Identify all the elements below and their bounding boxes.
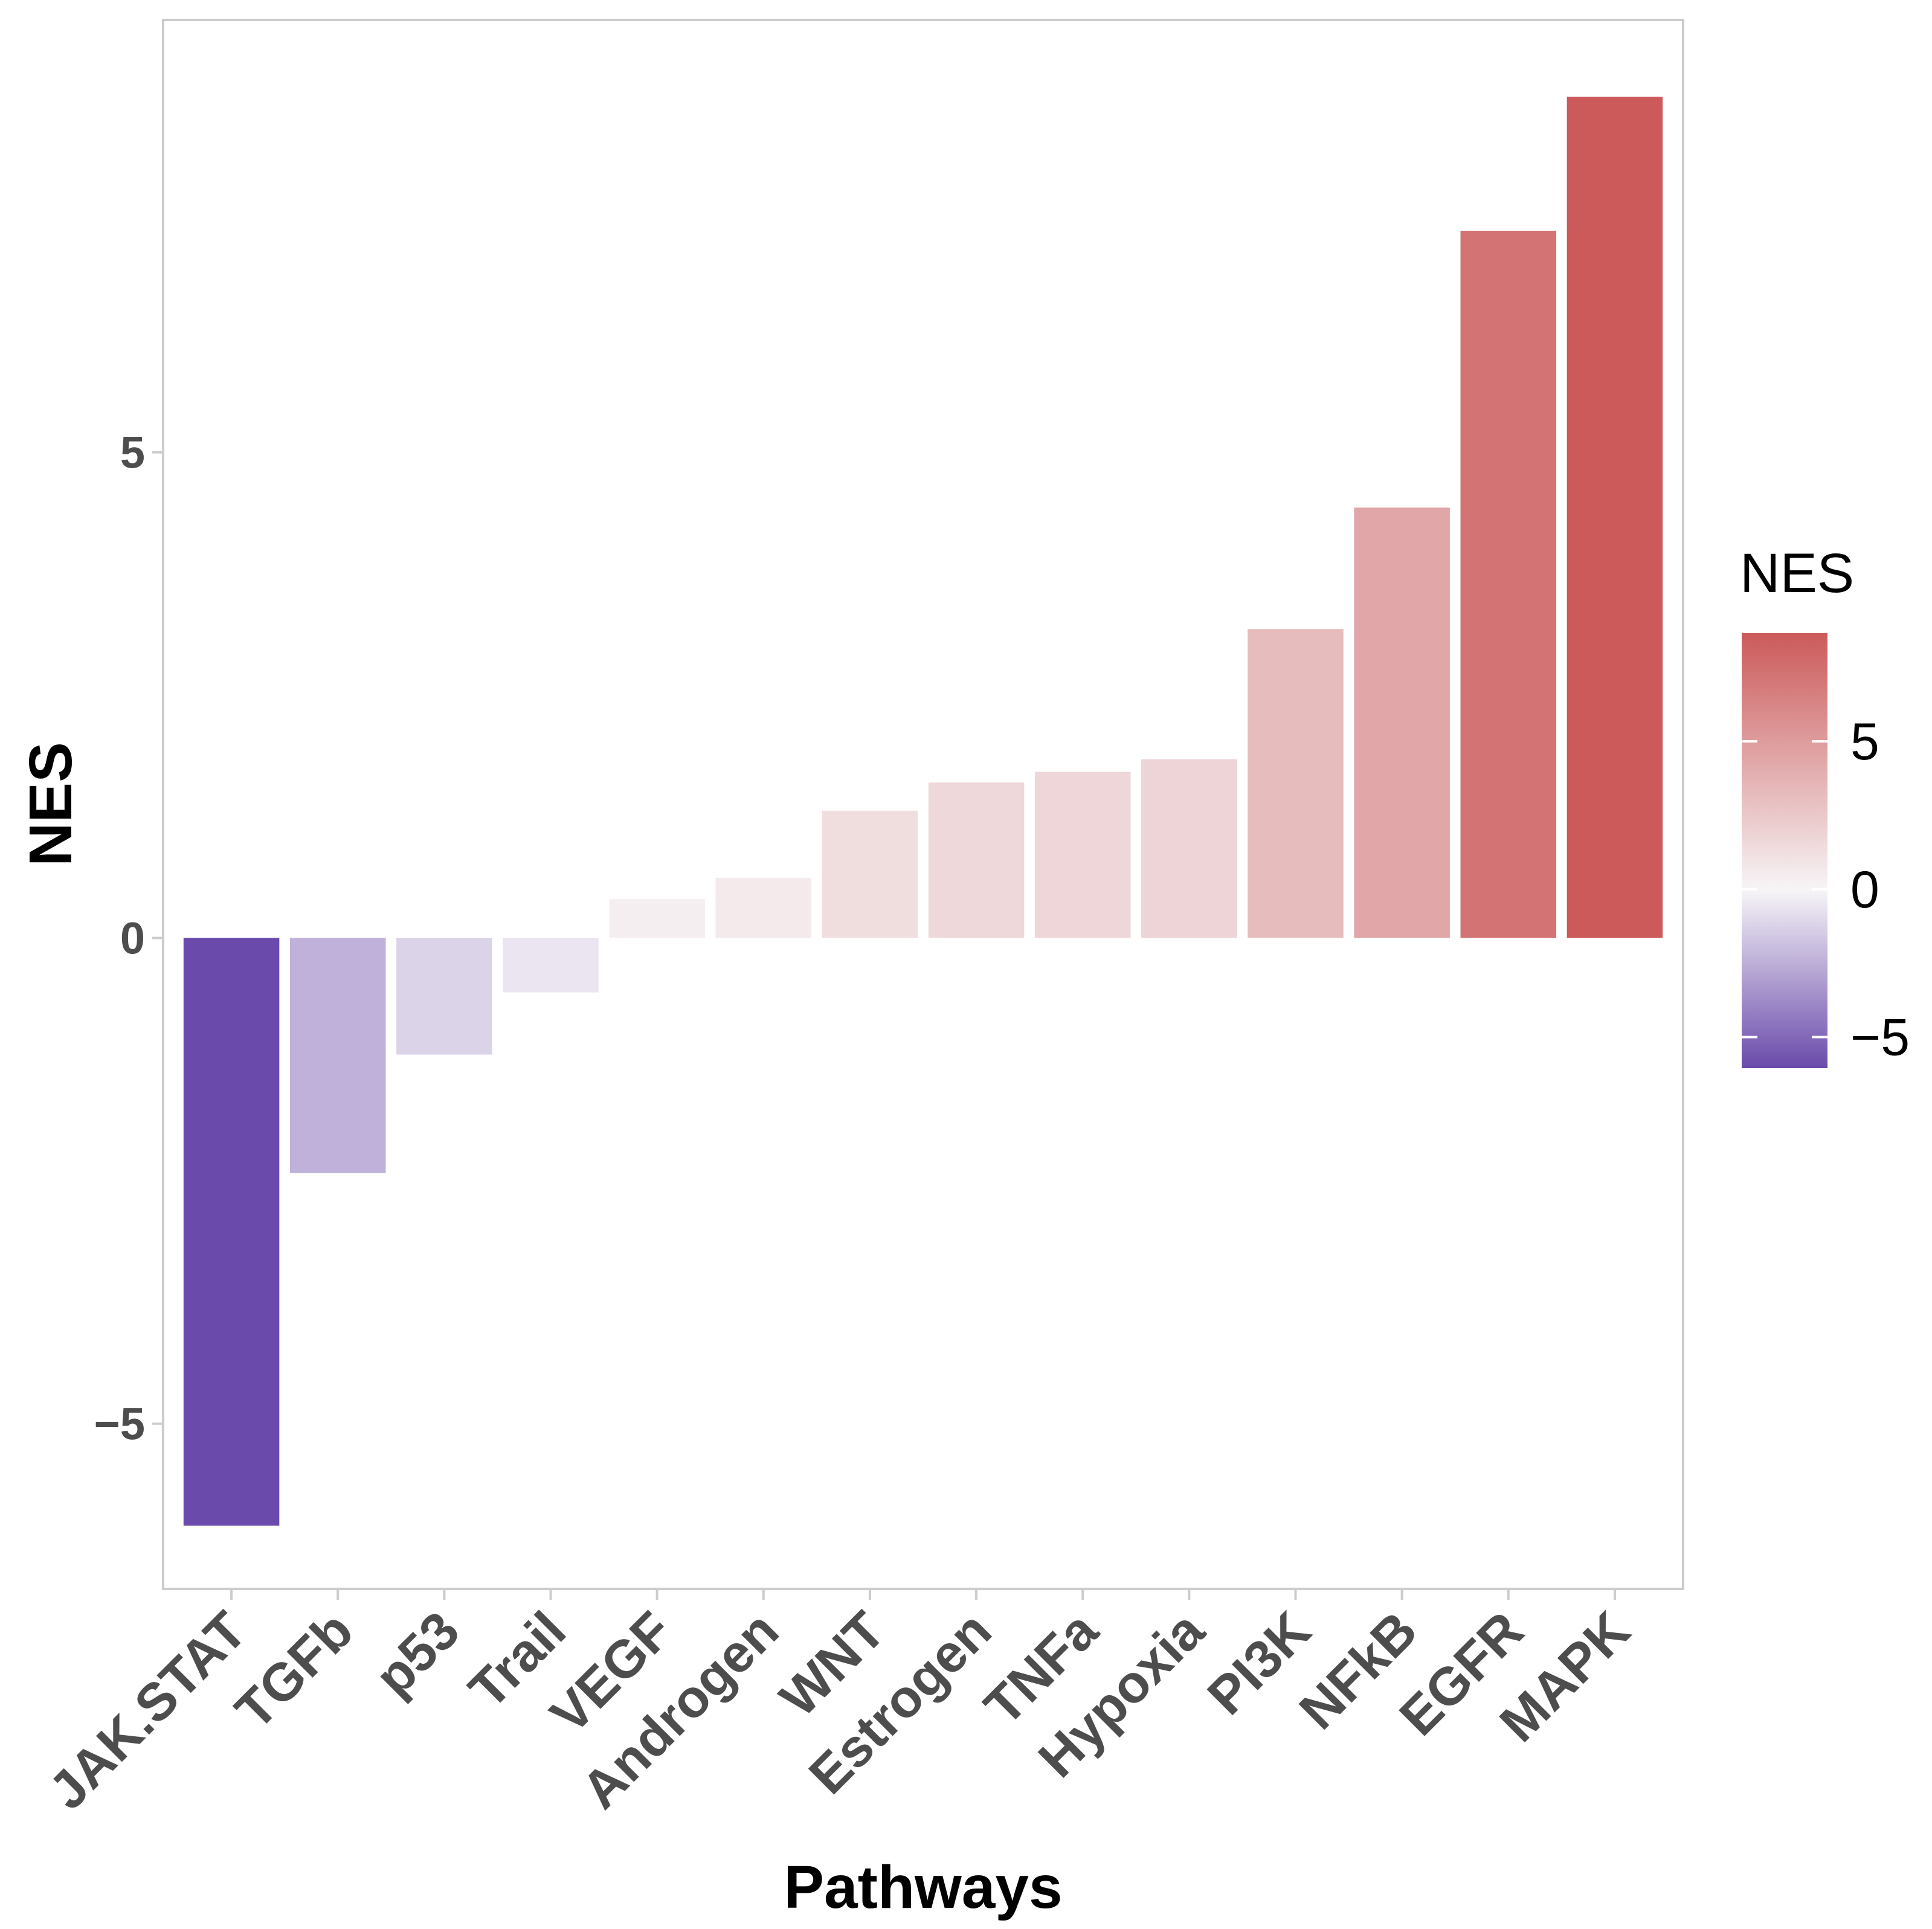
legend-colorbar — [1742, 633, 1827, 1068]
color-legend: NES −5 0 5 — [1740, 543, 1910, 1068]
x-tick-label: TGFb — [224, 1600, 364, 1740]
y-tick-label: −5 — [94, 1399, 145, 1449]
bar-tgfb — [289, 938, 386, 1173]
legend-title: NES — [1740, 543, 1854, 604]
x-tick-label: JAK.STAT — [37, 1600, 258, 1820]
bar-wnt — [822, 810, 918, 938]
bar-estrogen — [928, 782, 1025, 938]
x-tick-label: p53 — [364, 1600, 471, 1707]
bar-mapk — [1567, 97, 1663, 938]
bar-pi3k — [1248, 629, 1344, 938]
plot-panel-border — [162, 19, 1684, 1590]
x-axis-ticks: JAK.STATTGFbp53TrailVEGFAndrogenWNTEstro… — [37, 1589, 1641, 1820]
y-axis-ticks: −5 0 5 — [94, 428, 163, 1449]
y-tick-label: 0 — [120, 913, 145, 964]
bars-group — [183, 97, 1663, 1526]
bar-androgen — [715, 877, 812, 938]
y-axis-title: NES — [17, 742, 85, 866]
bar-nfkb — [1354, 507, 1450, 938]
bar-vegf — [609, 899, 705, 938]
bar-p53 — [396, 938, 492, 1055]
bar-egfr — [1460, 230, 1557, 938]
x-axis-title: Pathways — [784, 1853, 1062, 1921]
legend-tick-label: 0 — [1850, 861, 1879, 919]
bar-jak-stat — [183, 938, 280, 1526]
bar-tnfa — [1034, 771, 1131, 938]
legend-tick-label: −5 — [1850, 1009, 1910, 1067]
legend-tick-label: 5 — [1850, 713, 1879, 771]
legend-ticks: −5 0 5 — [1742, 713, 1910, 1067]
bar-hypoxia — [1141, 759, 1237, 938]
y-tick-label: 5 — [120, 428, 145, 478]
bar-trail — [503, 938, 599, 993]
